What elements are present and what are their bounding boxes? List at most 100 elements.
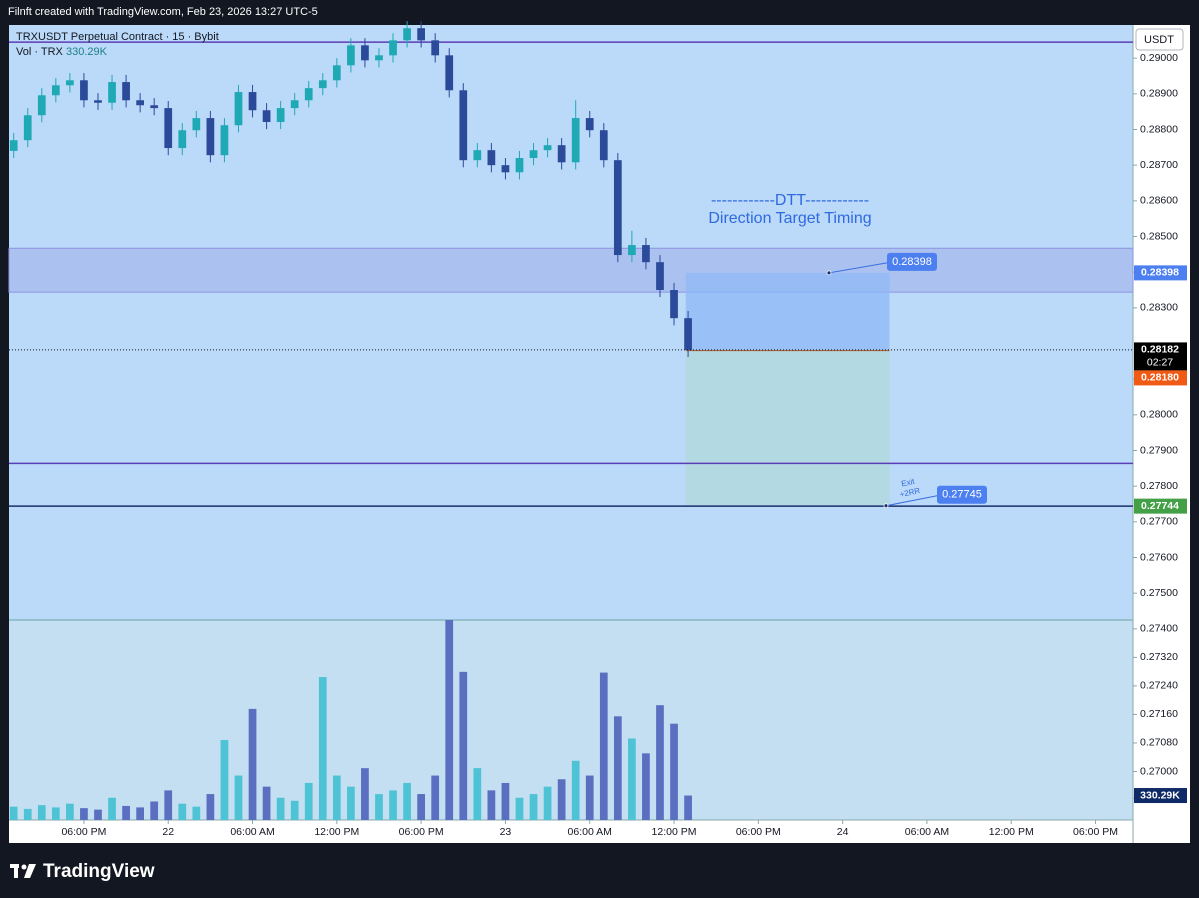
volume-bar	[276, 797, 285, 820]
volume-bar	[389, 790, 397, 820]
volume-badge-label: 330.29K	[1140, 789, 1180, 801]
y-tick-label: 0.28600	[1140, 195, 1178, 207]
candle-body	[628, 245, 636, 256]
candle-body	[431, 40, 440, 56]
volume-bar	[248, 708, 257, 820]
y-tick-label: 0.27400	[1140, 623, 1178, 635]
volume-bar	[459, 671, 468, 820]
symbol-title: TRXUSDT Perpetual Contract · 15 · Bybit	[16, 31, 219, 43]
y-tick-label: 0.28300	[1140, 302, 1178, 314]
reward-box	[685, 350, 890, 506]
x-tick-label: 12:00 PM	[314, 826, 359, 838]
candle-body	[66, 80, 74, 86]
candle-body	[122, 82, 130, 101]
label-anchor	[883, 503, 889, 509]
candle-body	[585, 118, 594, 131]
x-tick-label: 23	[500, 826, 512, 838]
candle-body	[304, 88, 313, 101]
volume-bar	[136, 807, 144, 820]
y-tick-label: 0.28800	[1140, 123, 1178, 135]
price-badge-label: 0.27744	[1141, 500, 1179, 512]
y-tick-label: 0.28900	[1140, 88, 1178, 100]
price-label: 0.28398	[892, 256, 932, 268]
volume-bar	[642, 753, 650, 820]
candle-body	[529, 150, 538, 159]
x-tick-label: 12:00 PM	[652, 826, 697, 838]
volume-bar	[9, 806, 18, 820]
volume-bar	[501, 782, 510, 820]
countdown: 02:27	[1147, 357, 1173, 369]
x-tick-label: 06:00 AM	[568, 826, 612, 838]
y-tick-label: 0.27320	[1140, 651, 1178, 663]
label-connector	[885, 495, 938, 507]
exit-note: +2RR	[899, 486, 921, 499]
currency-box[interactable]	[1135, 28, 1184, 51]
volume-bar	[361, 768, 369, 820]
volume-pane	[9, 620, 1133, 820]
volume-bar	[220, 740, 229, 820]
volume-legend: Vol · TRX	[16, 46, 64, 58]
y-tick-label: 0.27700	[1140, 516, 1178, 528]
exit-note: Exit	[900, 477, 916, 489]
volume-bar	[628, 738, 636, 820]
x-tick-label: 06:00 PM	[61, 826, 106, 838]
logo: TradingView	[10, 861, 155, 882]
candle-body	[515, 158, 524, 173]
volume-bar	[656, 705, 664, 820]
volume-bar	[487, 790, 496, 820]
y-tick-label: 0.29000	[1140, 52, 1178, 64]
annotation: ------------DTT------------	[711, 192, 869, 209]
candle-body	[487, 150, 496, 166]
candle-body	[276, 108, 285, 123]
candle-body	[543, 145, 552, 151]
volume-bar	[445, 620, 454, 820]
candle-body	[94, 100, 102, 103]
volume-bar	[206, 794, 215, 820]
y-tick-label: 0.27080	[1140, 737, 1178, 749]
y-tick-label: 0.28000	[1140, 409, 1178, 421]
volume-bar	[37, 805, 46, 820]
x-tick-label: 06:00 PM	[399, 826, 444, 838]
volume-bar	[234, 775, 243, 820]
logo-mark	[21, 864, 27, 870]
label-connector	[828, 262, 888, 274]
y-tick-label: 0.28700	[1140, 159, 1178, 171]
price-badge-label: 0.28398	[1141, 267, 1179, 279]
volume-bar	[178, 803, 187, 820]
candle-body	[136, 100, 144, 106]
y-tick-label: 0.27160	[1140, 708, 1178, 720]
y-tick-label: 0.28500	[1140, 230, 1178, 242]
candle-body	[473, 150, 482, 161]
candle-body	[557, 145, 566, 163]
volume-bar	[375, 794, 383, 820]
candle-body	[670, 290, 678, 319]
volume-bar	[473, 768, 482, 820]
candle-body	[332, 65, 341, 81]
candle-body	[445, 55, 454, 91]
y-tick-label: 0.27600	[1140, 551, 1178, 563]
volume-bar	[80, 808, 88, 820]
price-label: 0.27745	[942, 489, 982, 501]
volume-bar	[599, 672, 608, 820]
annotation: Direction Target Timing	[708, 210, 871, 227]
price-label-box	[887, 252, 937, 271]
volume-bar	[557, 779, 566, 820]
price-badge	[1134, 370, 1187, 386]
candle-body	[220, 125, 229, 156]
x-tick-label: 24	[837, 826, 849, 838]
volume-bar	[431, 775, 440, 820]
chart-layer: ------------DTT------------Direction Tar…	[8, 21, 1187, 838]
volume-bar	[192, 806, 201, 820]
volume-bar	[318, 677, 327, 820]
candle-body	[37, 95, 46, 116]
candle-body	[318, 80, 327, 89]
zone	[8, 247, 1134, 293]
volume-bar	[290, 800, 299, 820]
currency[interactable]: USDT	[1144, 34, 1174, 46]
volume-bar	[108, 797, 116, 820]
candle-body	[23, 115, 32, 141]
price-badge	[1134, 342, 1187, 371]
label-anchor	[826, 270, 832, 276]
